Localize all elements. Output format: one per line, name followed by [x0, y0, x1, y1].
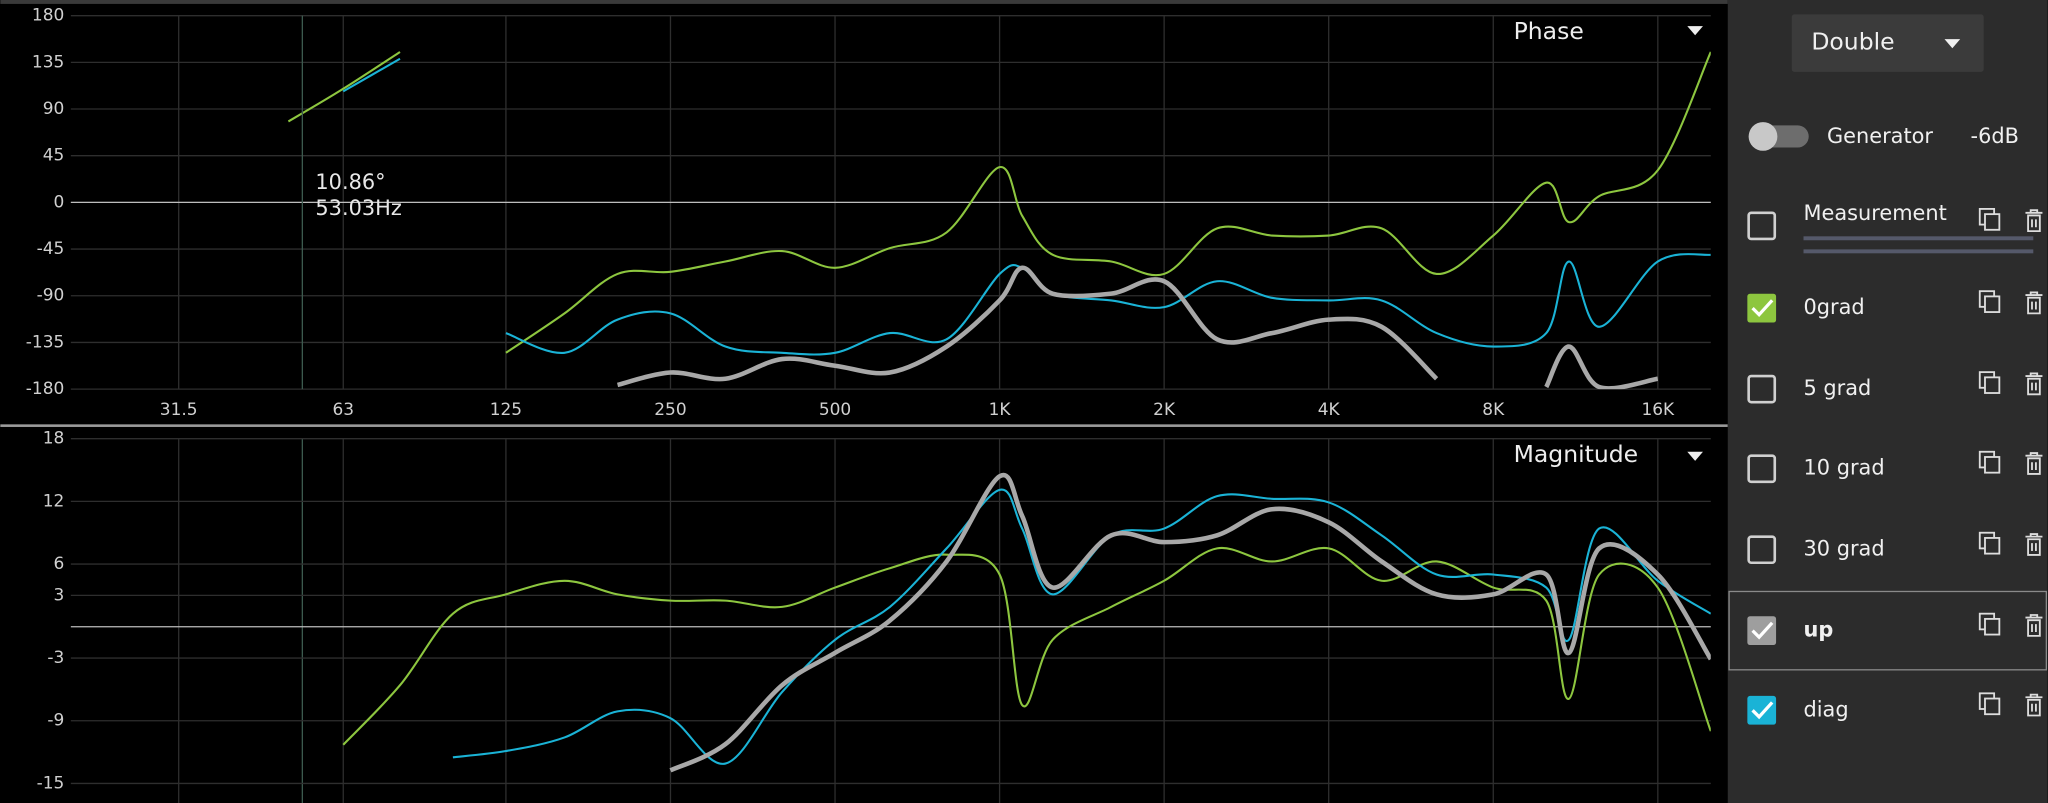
- x-tick-label: 500: [819, 400, 851, 420]
- cursor-y-label: 10.86°: [315, 170, 385, 194]
- y-tick-label: -90: [37, 286, 65, 306]
- checkmark: [1751, 701, 1774, 720]
- item-label[interactable]: 0grad: [1803, 295, 1864, 319]
- checkmark: [1751, 299, 1774, 318]
- trash-icon[interactable]: [2025, 452, 2043, 475]
- dropdown-arrow: [1944, 39, 1961, 49]
- y-tick-label: -45: [37, 239, 65, 259]
- item-label[interactable]: diag: [1803, 697, 1848, 721]
- progress-bar: [1803, 249, 2034, 254]
- toggle-knob: [1748, 122, 1778, 151]
- x-tick-label: 4K: [1318, 400, 1341, 420]
- y-tick-label: 90: [43, 99, 65, 119]
- phase-title[interactable]: Phase: [1514, 17, 1584, 45]
- y-tick-label: -9: [47, 711, 64, 731]
- generator-toggle[interactable]: [1748, 122, 1809, 151]
- checkbox[interactable]: [1747, 616, 1777, 646]
- phase-menu-arrow[interactable]: [1687, 26, 1703, 36]
- checkbox[interactable]: [1747, 293, 1777, 323]
- top-bar: [0, 0, 1728, 4]
- trash-icon[interactable]: [2025, 614, 2043, 637]
- copy-icon-front: [1984, 456, 2001, 474]
- checkbox[interactable]: [1747, 695, 1777, 725]
- checkmark: [1751, 621, 1774, 640]
- mode-dropdown[interactable]: [1791, 14, 1984, 72]
- y-tick-label: 18: [43, 429, 65, 449]
- y-tick-label: -180: [26, 379, 65, 399]
- y-tick-label: -135: [26, 332, 65, 352]
- copy-icon-front: [1984, 617, 2001, 636]
- mode-value: Double: [1811, 28, 1894, 56]
- curve: [669, 472, 1711, 773]
- x-tick-label: 8K: [1482, 400, 1505, 420]
- y-tick-label: 12: [43, 491, 65, 511]
- magnitude-title[interactable]: Magnitude: [1514, 440, 1639, 468]
- checkbox[interactable]: [1747, 535, 1777, 565]
- panel-divider: [0, 424, 1728, 427]
- trash-icon[interactable]: [2025, 291, 2043, 315]
- y-tick-label: -15: [37, 773, 65, 793]
- y-tick-label: 3: [54, 585, 65, 605]
- curve: [342, 57, 1711, 356]
- curve: [452, 488, 1711, 765]
- x-tick-label: 250: [654, 400, 686, 420]
- item-label[interactable]: 5 grad: [1803, 376, 1871, 400]
- y-tick-label: 45: [43, 146, 65, 166]
- x-tick-label: 2K: [1153, 400, 1176, 420]
- copy-icon-front: [1984, 213, 2001, 231]
- item-label[interactable]: 10 grad: [1803, 456, 1884, 480]
- curve: [287, 51, 1711, 354]
- progress-bar: [1803, 236, 2034, 241]
- copy-icon-front: [1984, 697, 2001, 716]
- x-tick-label: 1K: [989, 400, 1012, 420]
- sidebar: [1727, 0, 2048, 803]
- item-label[interactable]: up: [1803, 618, 1833, 642]
- y-tick-label: 180: [32, 6, 64, 26]
- generator-level[interactable]: -6dB: [1971, 124, 2019, 148]
- item-label[interactable]: 30 grad: [1803, 537, 1884, 561]
- curve: [616, 265, 1659, 390]
- checkbox[interactable]: [1747, 454, 1777, 484]
- magnitude-menu-arrow[interactable]: [1687, 451, 1703, 461]
- trash-icon[interactable]: [2025, 209, 2043, 233]
- item-label[interactable]: Measurement: [1803, 201, 1946, 225]
- trash-icon[interactable]: [2025, 372, 2043, 396]
- x-tick-label: 63: [332, 400, 354, 420]
- generator-label: Generator: [1827, 124, 1933, 148]
- copy-icon-front: [1984, 537, 2001, 555]
- checkbox[interactable]: [1747, 374, 1777, 404]
- curve: [342, 546, 1711, 746]
- selected-row: [1728, 590, 2048, 671]
- x-tick-label: 125: [490, 400, 522, 420]
- checkbox[interactable]: [1747, 211, 1777, 241]
- x-tick-label: 31.5: [160, 400, 198, 420]
- x-tick-label: 16K: [1641, 400, 1675, 420]
- y-tick-label: -3: [47, 648, 64, 668]
- copy-icon-front: [1984, 295, 2001, 313]
- copy-icon-front: [1984, 376, 2001, 394]
- y-tick-label: 0: [54, 192, 65, 212]
- trash-icon[interactable]: [2025, 533, 2043, 556]
- trash-icon[interactable]: [2025, 693, 2043, 717]
- cursor-x-label: 53.03Hz: [315, 196, 401, 220]
- y-tick-label: 6: [54, 554, 65, 574]
- y-tick-label: 135: [32, 52, 64, 72]
